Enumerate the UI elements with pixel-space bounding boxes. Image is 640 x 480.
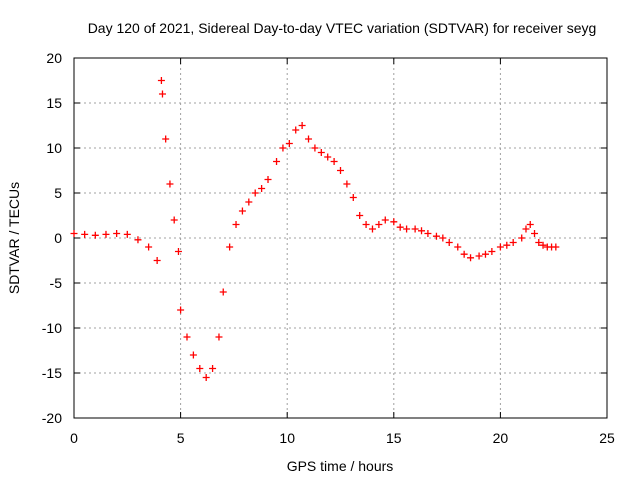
data-points (70, 77, 560, 381)
data-point-marker (375, 221, 383, 228)
data-point-marker (503, 241, 511, 249)
data-point-marker (531, 230, 539, 237)
data-point-marker (298, 122, 306, 129)
y-axis-label: SDTVAR / TECUs (6, 182, 22, 294)
data-point-marker (113, 230, 121, 237)
data-point-marker (324, 153, 332, 161)
data-point-marker (209, 365, 217, 372)
x-tick-label: 5 (177, 430, 185, 446)
data-point-marker (162, 135, 170, 143)
data-point-marker (522, 225, 530, 233)
data-point-marker (330, 158, 338, 165)
data-point-marker (196, 365, 204, 372)
data-point-marker (285, 140, 293, 147)
data-point-marker (251, 189, 259, 197)
data-point-marker (232, 221, 240, 228)
data-point-marker (349, 194, 357, 201)
data-point-marker (157, 77, 165, 84)
data-point-marker (356, 212, 364, 219)
x-tick-label: 0 (70, 430, 78, 446)
data-point-marker (134, 236, 142, 244)
data-point-marker (158, 90, 166, 98)
axis-ticks (73, 57, 608, 419)
data-point-marker (81, 230, 89, 238)
data-point-marker (174, 248, 182, 255)
data-point-marker (418, 227, 426, 235)
data-point-marker (170, 216, 178, 224)
data-point-marker (343, 180, 351, 188)
x-tick-label: 20 (493, 430, 509, 446)
data-point-marker (123, 230, 131, 238)
data-point-marker (496, 243, 504, 251)
x-tick-label: 15 (386, 430, 402, 446)
data-point-marker (488, 248, 496, 255)
data-point-marker (70, 230, 78, 237)
x-tick-label: 10 (279, 430, 295, 446)
data-point-marker (475, 252, 483, 260)
data-point-marker (273, 158, 281, 165)
data-point-marker (424, 230, 432, 237)
data-point-marker (535, 239, 543, 246)
data-point-marker (454, 243, 462, 251)
data-point-marker (219, 288, 227, 296)
data-point-marker (518, 234, 526, 242)
data-point-marker (189, 351, 197, 359)
data-point-marker (460, 250, 468, 258)
data-point-marker (177, 306, 185, 314)
data-point-marker (166, 180, 174, 188)
data-point-marker (403, 225, 411, 233)
data-point-marker (183, 333, 191, 341)
y-tick-labels: -20 -15 -10 -5 0 5 10 15 20 (42, 50, 62, 426)
data-point-marker (467, 254, 475, 262)
chart-title: Day 120 of 2021, Sidereal Day-to-day VTE… (88, 20, 597, 36)
x-axis-label: GPS time / hours (287, 458, 394, 474)
data-point-marker (411, 225, 419, 233)
x-tick-label: 25 (599, 430, 615, 446)
y-tick-label: 5 (54, 185, 62, 201)
data-point-marker (292, 126, 300, 134)
data-point-marker (226, 243, 234, 251)
data-point-marker (153, 257, 161, 264)
data-point-marker (539, 241, 547, 249)
data-point-marker (238, 207, 246, 215)
data-point-marker (509, 239, 517, 246)
data-point-marker (552, 243, 560, 251)
data-point-marker (279, 144, 287, 152)
data-point-marker (390, 218, 398, 226)
data-point-marker (145, 243, 153, 251)
data-point-marker (317, 149, 325, 156)
y-tick-label: 15 (46, 95, 62, 111)
grid-lines (74, 58, 607, 418)
data-point-marker (396, 223, 404, 231)
data-point-marker (368, 225, 376, 233)
data-point-marker (305, 135, 313, 143)
data-point-marker (445, 239, 453, 246)
data-point-marker (202, 374, 210, 381)
data-point-marker (91, 231, 99, 239)
data-point-marker (102, 230, 110, 238)
data-point-marker (264, 176, 272, 183)
y-tick-label: -20 (42, 410, 62, 426)
data-point-marker (215, 333, 223, 341)
x-tick-labels: 0 5 10 15 20 25 (70, 430, 615, 446)
data-point-marker (258, 185, 266, 192)
y-tick-label: 10 (46, 140, 62, 156)
data-point-marker (245, 198, 253, 206)
y-tick-label: 20 (46, 50, 62, 66)
data-point-marker (439, 234, 447, 242)
data-point-marker (362, 221, 370, 228)
y-tick-label: 0 (54, 230, 62, 246)
y-tick-label: -10 (42, 320, 62, 336)
data-point-marker (311, 144, 319, 152)
y-tick-label: -15 (42, 365, 62, 381)
y-tick-label: -5 (50, 275, 63, 291)
data-point-marker (526, 221, 534, 228)
data-point-marker (381, 216, 389, 224)
data-point-marker (432, 232, 440, 240)
data-point-marker (337, 167, 344, 174)
data-point-marker (481, 250, 489, 258)
